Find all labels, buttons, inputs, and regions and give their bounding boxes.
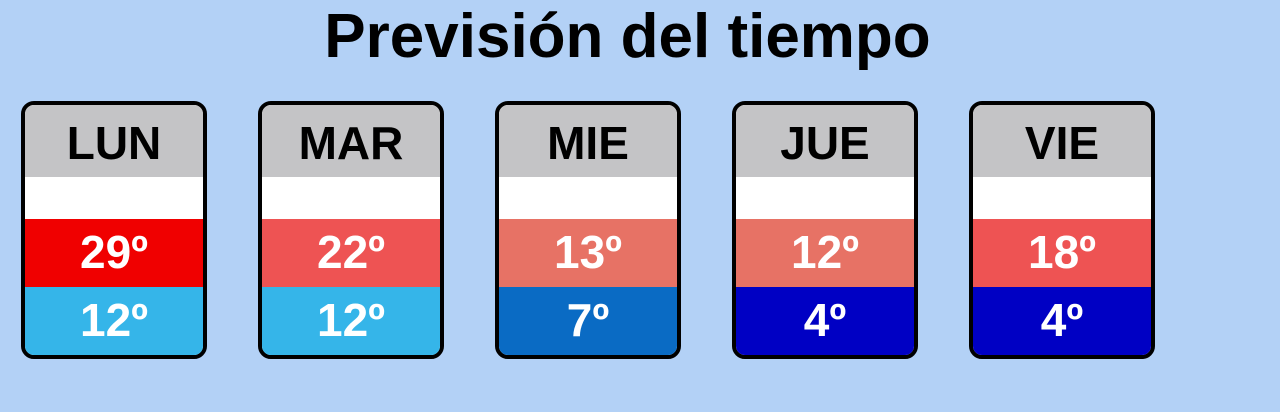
min-temperature: 4º (736, 287, 914, 355)
weather-icon-area (973, 177, 1151, 219)
day-card-lun: LUN 29º 12º (21, 101, 207, 359)
min-temperature: 12º (262, 287, 440, 355)
day-label: JUE (736, 105, 914, 177)
min-temperature: 7º (499, 287, 677, 355)
max-temperature: 29º (25, 219, 203, 287)
day-label: VIE (973, 105, 1151, 177)
max-temperature: 22º (262, 219, 440, 287)
day-card-vie: VIE 18º 4º (969, 101, 1155, 359)
max-temperature: 12º (736, 219, 914, 287)
day-label: MAR (262, 105, 440, 177)
day-card-mie: MIE 13º 7º (495, 101, 681, 359)
weather-icon-area (499, 177, 677, 219)
min-temperature: 4º (973, 287, 1151, 355)
max-temperature: 18º (973, 219, 1151, 287)
day-card-jue: JUE 12º 4º (732, 101, 918, 359)
page-title: Previsión del tiempo (324, 2, 931, 71)
max-temperature: 13º (499, 219, 677, 287)
day-label: LUN (25, 105, 203, 177)
day-card-mar: MAR 22º 12º (258, 101, 444, 359)
weather-icon-area (25, 177, 203, 219)
weather-icon-area (262, 177, 440, 219)
weather-icon-area (736, 177, 914, 219)
day-label: MIE (499, 105, 677, 177)
min-temperature: 12º (25, 287, 203, 355)
